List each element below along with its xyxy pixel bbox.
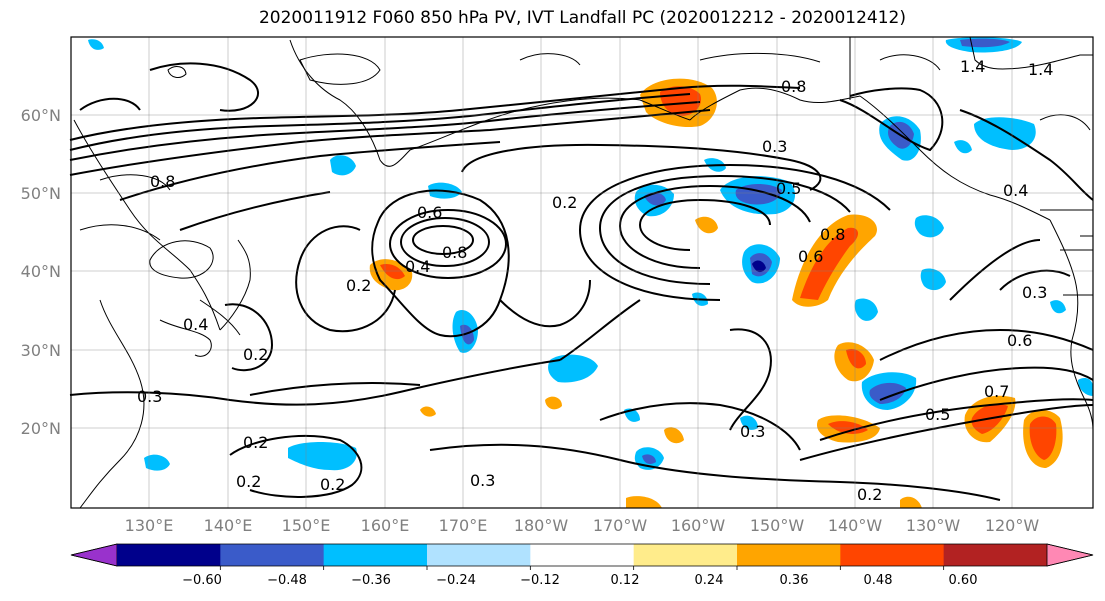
contour-label: 0.8: [150, 172, 175, 191]
pv-thin-contours: [79, 52, 1091, 279]
colorbar-tick-label: −0.24: [436, 573, 476, 588]
lon-tick-label: 140°W: [828, 516, 883, 535]
lon-axis: 130°E 140°E 150°E 160°E 170°E 180°W 170°…: [125, 516, 1040, 535]
contour-label: 0.4: [183, 315, 208, 334]
colorbar-tick-label: −0.48: [267, 573, 307, 588]
lon-tick-label: 170°E: [439, 516, 488, 535]
contour-label: 0.2: [243, 433, 268, 452]
colorbar: −0.60 −0.48 −0.36 −0.24 −0.12 0.12 0.24 …: [70, 543, 1094, 588]
contour-labels: 0.2 0.2 0.2 0.2 0.2 0.2 0.2 0.3 0.3 0.3 …: [137, 57, 1053, 504]
lat-tick-label: 20°N: [21, 419, 61, 438]
colorbar-segment: [943, 544, 1048, 566]
colorbar-segments: [117, 544, 1048, 566]
contour-label: 0.2: [236, 472, 261, 491]
gridlines: [71, 37, 1093, 508]
contour-label: 0.6: [798, 247, 823, 266]
colorbar-extend-max: [1046, 543, 1094, 567]
lon-tick-label: 130°W: [906, 516, 961, 535]
contour-label: 0.4: [405, 257, 430, 276]
colorbar-ticks: [219, 566, 945, 570]
contour-label: 0.2: [320, 475, 345, 494]
colorbar-tick-label: −0.60: [182, 573, 222, 588]
lon-tick-label: 160°W: [671, 516, 726, 535]
colorbar-tick-label: 0.12: [611, 573, 640, 588]
contour-label: 0.5: [925, 405, 950, 424]
colorbar-segment: [220, 544, 325, 566]
lon-tick-label: 130°E: [125, 516, 174, 535]
contour-label: 0.5: [776, 179, 801, 198]
contour-label: 0.8: [781, 77, 806, 96]
contour-label: 1.4: [1028, 60, 1053, 79]
lon-tick-label: 150°E: [282, 516, 331, 535]
contour-label: 0.3: [740, 422, 765, 441]
colorbar-tick-label: 0.60: [949, 573, 978, 588]
contour-label: 0.7: [984, 382, 1009, 401]
colorbar-extend-min: [70, 543, 118, 567]
contour-label: 0.3: [762, 137, 787, 156]
contour-label: 0.2: [346, 276, 371, 295]
lon-tick-label: 150°W: [750, 516, 805, 535]
lat-tick-label: 60°N: [21, 106, 61, 125]
coastlines: [73, 36, 1094, 509]
contour-label: 0.8: [442, 243, 467, 262]
contour-label: 0.2: [243, 345, 268, 364]
colorbar-tick-label: 0.24: [695, 573, 724, 588]
contour-label: 0.3: [137, 387, 162, 406]
lat-tick-label: 40°N: [21, 262, 61, 281]
lat-tick-label: 30°N: [21, 341, 61, 360]
map-frame: [70, 36, 1094, 509]
lon-tick-label: 120°W: [985, 516, 1040, 535]
colorbar-segment: [530, 544, 635, 566]
colorbar-segment: [737, 544, 841, 566]
colorbar-segment: [427, 544, 531, 566]
contour-label: 0.6: [1007, 331, 1032, 350]
contour-label: 0.2: [552, 193, 577, 212]
lat-tick-label: 50°N: [21, 184, 61, 203]
colorbar-tick-label: 0.36: [780, 573, 809, 588]
lon-tick-label: 160°E: [361, 516, 410, 535]
contour-label: 0.8: [820, 225, 845, 244]
lon-tick-label: 140°E: [204, 516, 253, 535]
contour-label: 1.4: [960, 57, 985, 76]
colorbar-segment: [840, 544, 945, 566]
lon-tick-label: 180°W: [514, 516, 569, 535]
colorbar-tick-label: −0.12: [520, 573, 560, 588]
figure-title: 2020011912 F060 850 hPa PV, IVT Landfall…: [258, 8, 906, 28]
lat-axis: 60°N 50°N 40°N 30°N 20°N: [21, 106, 61, 438]
colorbar-labels: −0.60 −0.48 −0.36 −0.24 −0.12 0.12 0.24 …: [182, 573, 977, 588]
colorbar-tick-label: 0.48: [864, 573, 893, 588]
lon-tick-label: 170°W: [593, 516, 648, 535]
colorbar-segment: [323, 544, 428, 566]
colorbar-segment: [117, 544, 221, 566]
contour-label: 0.2: [857, 485, 882, 504]
contour-label: 0.3: [1022, 283, 1047, 302]
contour-label: 0.6: [417, 203, 442, 222]
colorbar-tick-label: −0.36: [351, 573, 391, 588]
contour-label: 0.3: [470, 471, 495, 490]
colorbar-segment: [633, 544, 738, 566]
contour-label: 0.4: [1003, 181, 1028, 200]
